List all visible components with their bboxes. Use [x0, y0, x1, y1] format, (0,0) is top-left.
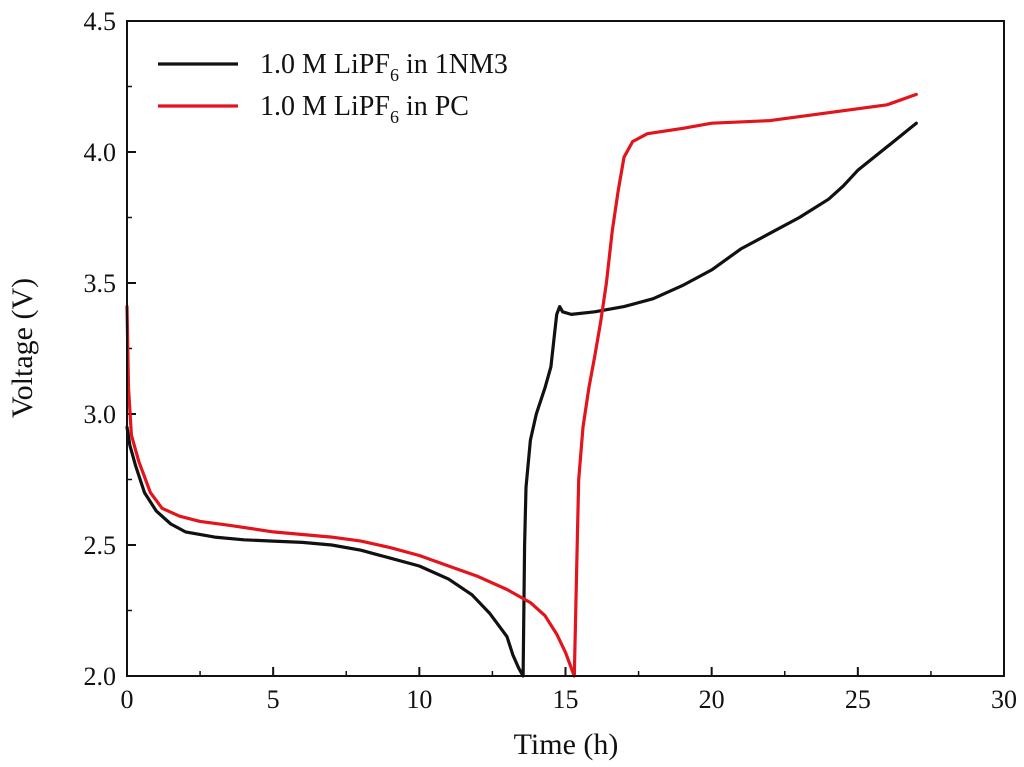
x-tick-label: 30 [991, 685, 1017, 714]
axis-ticks [126, 20, 1005, 677]
legend-label-2: 1.0 M LiPF6 in PC [260, 91, 469, 127]
y-tick-label: 3.5 [84, 269, 117, 298]
x-axis-title: Time (h) [514, 728, 619, 761]
x-tick-label: 10 [406, 685, 432, 714]
y-tick-label: 2.5 [84, 531, 117, 560]
y-tick-label: 4.5 [84, 7, 117, 36]
y-tick-label: 2.0 [84, 662, 117, 691]
legend-label-1: 1.0 M LiPF6 in 1NM3 [260, 49, 508, 85]
x-tick-label: 15 [553, 685, 579, 714]
series-line-2 [125, 92, 918, 678]
plot-frame [126, 20, 1005, 677]
y-tick-label: 4.0 [84, 138, 117, 167]
x-tick-label: 5 [267, 685, 280, 714]
x-tick-label: 20 [699, 685, 725, 714]
x-tick-label: 0 [121, 685, 134, 714]
legend: 1.0 M LiPF6 in 1NM3 1.0 M LiPF6 in PC [158, 49, 508, 127]
x-tick-label: 25 [845, 685, 871, 714]
y-axis-title: Voltage (V) [6, 278, 39, 418]
series-lines [125, 92, 918, 678]
series-line-1 [125, 121, 918, 678]
y-tick-label: 3.0 [84, 400, 117, 429]
tick-labels: 0 5 10 15 20 25 30 2.0 2.5 3.0 3.5 4.0 4.5 [84, 7, 1018, 714]
